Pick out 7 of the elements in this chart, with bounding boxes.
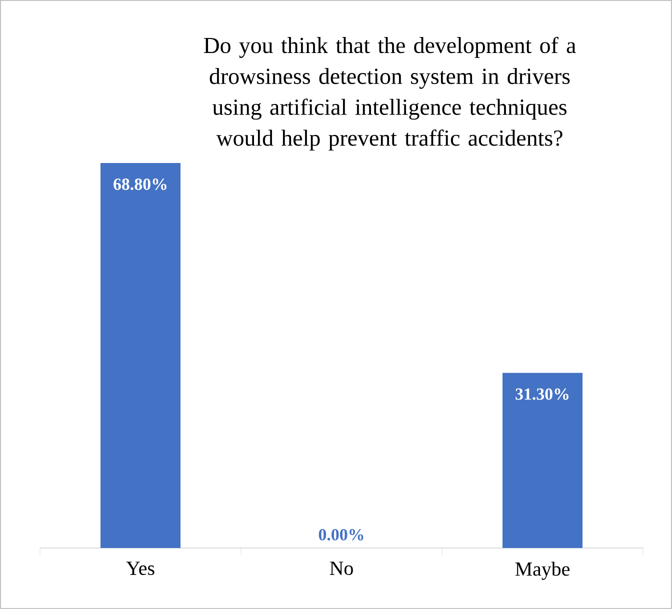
- x-tick-label: Maybe: [515, 562, 570, 580]
- data-label: 68.80%: [114, 178, 166, 190]
- x-tick-label: Yes: [126, 562, 154, 576]
- data-label: 31.30%: [516, 388, 568, 400]
- chart-title: Do you think that the development of a drowsiness detection system in drivers using artificial intelligence techniques would help prevent traffic accidents?: [204, 36, 576, 150]
- data-label: 0.00%: [318, 528, 364, 540]
- x-tick-label: No: [330, 562, 353, 576]
